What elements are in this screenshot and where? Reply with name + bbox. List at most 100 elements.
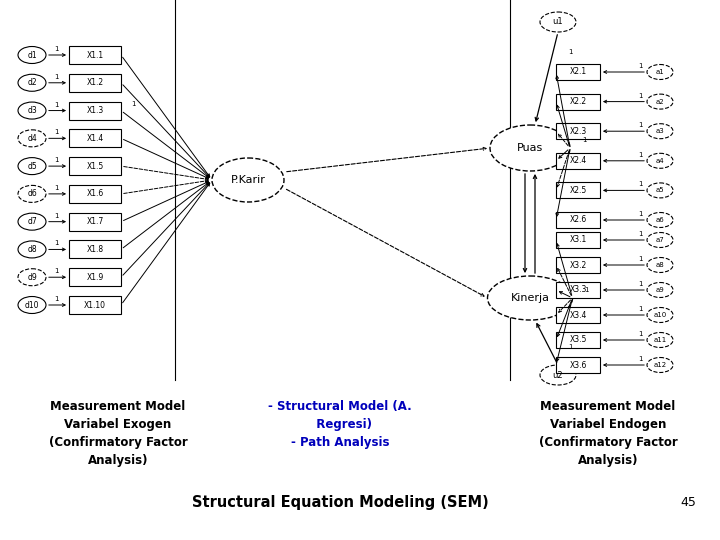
Text: 1: 1 (638, 181, 642, 187)
Text: a7: a7 (656, 237, 665, 243)
Text: Measurement Model
Variabel Exogen
(Confirmatory Factor
Analysis): Measurement Model Variabel Exogen (Confi… (49, 400, 187, 467)
Bar (556, 307, 600, 323)
Text: 1: 1 (638, 92, 642, 99)
Text: 1: 1 (638, 231, 642, 237)
Text: a5: a5 (656, 187, 665, 193)
Ellipse shape (18, 185, 46, 202)
Bar (69, 185, 121, 203)
Ellipse shape (212, 158, 284, 202)
Ellipse shape (487, 276, 572, 320)
Text: 1: 1 (54, 130, 58, 136)
Text: 1: 1 (638, 281, 642, 287)
Bar (69, 296, 121, 314)
Text: 1: 1 (638, 152, 642, 158)
Ellipse shape (18, 46, 46, 64)
Text: a2: a2 (656, 99, 665, 105)
Text: P.Karir: P.Karir (230, 175, 266, 185)
Text: u2: u2 (553, 370, 563, 380)
Text: X1.10: X1.10 (84, 300, 106, 309)
Text: d8: d8 (27, 245, 37, 254)
Text: 1: 1 (638, 306, 642, 312)
Text: 1: 1 (638, 256, 642, 262)
Text: 1: 1 (54, 74, 58, 80)
Text: X2.1: X2.1 (570, 68, 587, 77)
Bar (556, 93, 600, 110)
Bar (69, 268, 121, 286)
Ellipse shape (647, 333, 673, 348)
Ellipse shape (647, 64, 673, 79)
Bar (69, 157, 121, 175)
Text: Structural Equation Modeling (SEM): Structural Equation Modeling (SEM) (192, 495, 488, 510)
Text: d10: d10 (24, 300, 40, 309)
Text: a4: a4 (656, 158, 665, 164)
Text: u1: u1 (553, 17, 563, 26)
Text: 1: 1 (54, 157, 58, 163)
Text: 1: 1 (54, 268, 58, 274)
Text: 1: 1 (638, 211, 642, 217)
Text: X3.4: X3.4 (570, 310, 587, 320)
Bar (69, 74, 121, 92)
Bar (69, 102, 121, 119)
Text: X3.6: X3.6 (570, 361, 587, 369)
Text: a12: a12 (654, 362, 667, 368)
Bar (69, 240, 121, 259)
Text: 1: 1 (638, 331, 642, 337)
Text: d5: d5 (27, 161, 37, 171)
Ellipse shape (647, 233, 673, 247)
Text: 1: 1 (568, 344, 572, 350)
Ellipse shape (540, 365, 576, 385)
Bar (556, 183, 600, 198)
Text: X2.2: X2.2 (570, 97, 587, 106)
Text: a3: a3 (656, 128, 665, 134)
Text: X1.9: X1.9 (86, 273, 104, 282)
Text: X3.2: X3.2 (570, 260, 587, 269)
Text: 1: 1 (54, 213, 58, 219)
Ellipse shape (647, 307, 673, 322)
Ellipse shape (18, 296, 46, 314)
Text: X2.3: X2.3 (570, 127, 587, 136)
Text: Puas: Puas (517, 143, 543, 153)
Bar (556, 212, 600, 228)
Ellipse shape (18, 269, 46, 286)
Ellipse shape (18, 241, 46, 258)
Bar (69, 46, 121, 64)
Text: X3.3: X3.3 (570, 286, 587, 294)
Text: X3.1: X3.1 (570, 235, 587, 245)
Text: a10: a10 (653, 312, 667, 318)
Text: X2.4: X2.4 (570, 156, 587, 165)
Text: X1.8: X1.8 (86, 245, 104, 254)
Ellipse shape (490, 125, 570, 171)
Ellipse shape (647, 153, 673, 168)
Ellipse shape (18, 130, 46, 147)
Text: a6: a6 (656, 217, 665, 223)
Text: 1: 1 (568, 49, 572, 55)
Text: X1.6: X1.6 (86, 190, 104, 198)
Text: X3.5: X3.5 (570, 335, 587, 345)
Text: 1: 1 (638, 122, 642, 128)
Ellipse shape (540, 12, 576, 32)
Text: X1.5: X1.5 (86, 161, 104, 171)
Text: X1.2: X1.2 (86, 78, 104, 87)
Text: a9: a9 (656, 287, 665, 293)
Ellipse shape (18, 213, 46, 230)
Bar (556, 123, 600, 139)
Text: d7: d7 (27, 217, 37, 226)
Text: Kinerja: Kinerja (510, 293, 549, 303)
Text: Measurement Model
Variabel Endogen
(Confirmatory Factor
Analysis): Measurement Model Variabel Endogen (Conf… (539, 400, 678, 467)
Text: 1: 1 (54, 185, 58, 191)
Text: d4: d4 (27, 134, 37, 143)
Text: a1: a1 (656, 69, 665, 75)
Bar (556, 357, 600, 373)
Text: d2: d2 (27, 78, 37, 87)
Text: a11: a11 (653, 337, 667, 343)
Text: d6: d6 (27, 190, 37, 198)
Text: X2.6: X2.6 (570, 215, 587, 225)
Text: X1.7: X1.7 (86, 217, 104, 226)
Text: 1: 1 (54, 102, 58, 107)
Text: d3: d3 (27, 106, 37, 115)
Text: 1: 1 (131, 100, 135, 106)
Text: - Structural Model (A.
  Regresi)
- Path Analysis: - Structural Model (A. Regresi) - Path A… (268, 400, 412, 449)
Ellipse shape (18, 102, 46, 119)
Text: X1.4: X1.4 (86, 134, 104, 143)
Ellipse shape (647, 124, 673, 139)
